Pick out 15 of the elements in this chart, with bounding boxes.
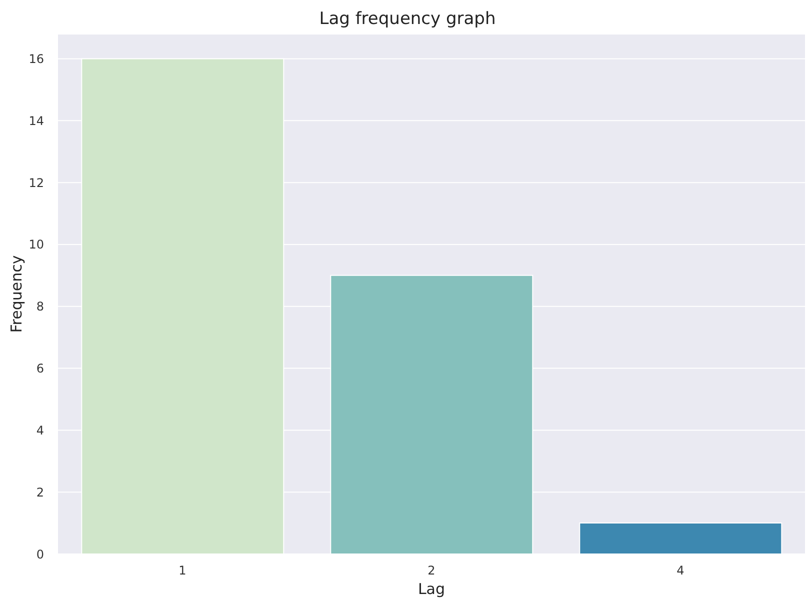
y-tick-label: 12	[28, 176, 44, 190]
x-axis-title: Lag	[418, 580, 446, 598]
y-tick-label: 2	[36, 485, 44, 500]
x-tick-label: 4	[676, 564, 684, 578]
y-tick-label: 4	[36, 423, 44, 438]
x-tick-label: 2	[428, 564, 436, 578]
chart-title: Lag frequency graph	[318, 8, 497, 31]
y-tick-label: 16	[28, 52, 44, 66]
y-tick-label: 10	[28, 238, 44, 252]
y-tick-label: 8	[36, 300, 44, 314]
y-tick-label: 0	[36, 547, 44, 562]
y-tick-label: 14	[28, 114, 44, 128]
y-tick-label: 6	[36, 362, 44, 376]
x-tick-label: 1	[178, 564, 186, 578]
y-axis-title: Frequency	[7, 255, 26, 333]
